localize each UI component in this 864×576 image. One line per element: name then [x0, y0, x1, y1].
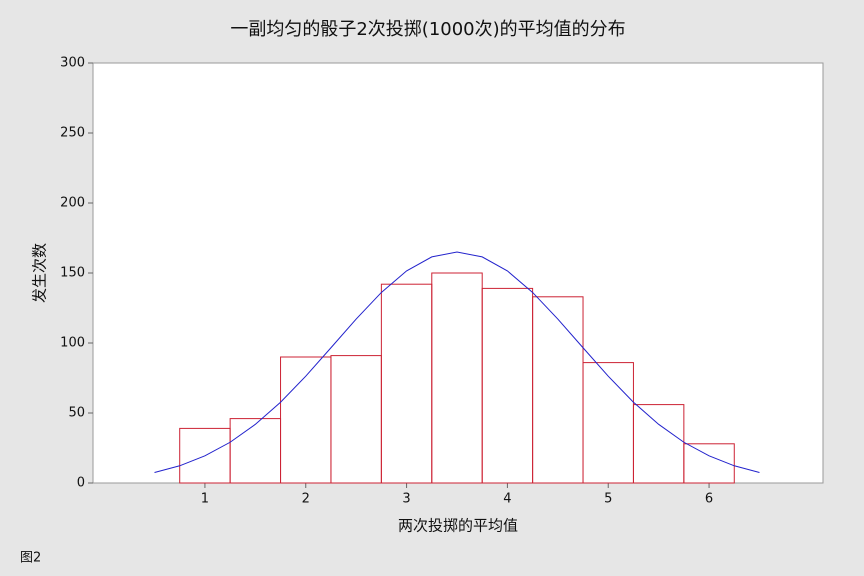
y-tick-label: 150: [60, 266, 85, 281]
y-tick-label: 300: [60, 56, 85, 71]
x-tick-label: 5: [604, 492, 612, 507]
y-tick-label: 0: [77, 476, 85, 491]
y-tick-label: 200: [60, 196, 85, 211]
x-tick-label: 2: [302, 492, 310, 507]
footer: 图2: [20, 551, 41, 566]
y-axis-label: 发生次数: [31, 243, 49, 303]
y-tick-label: 100: [60, 336, 85, 351]
chart-title: 一副均匀的骰子2次投掷(1000次)的平均值的分布: [230, 19, 625, 40]
bar: [683, 443, 735, 484]
y-tick-label: 50: [68, 406, 85, 421]
fit-curve: [154, 251, 760, 473]
x-tick-label: 3: [402, 492, 410, 507]
x-tick-label: 1: [201, 492, 209, 507]
y-tick-label: 250: [60, 126, 85, 141]
x-tick-label: 4: [503, 492, 511, 507]
x-tick-label: 6: [705, 492, 713, 507]
x-axis-label: 两次投掷的平均值: [398, 517, 518, 535]
